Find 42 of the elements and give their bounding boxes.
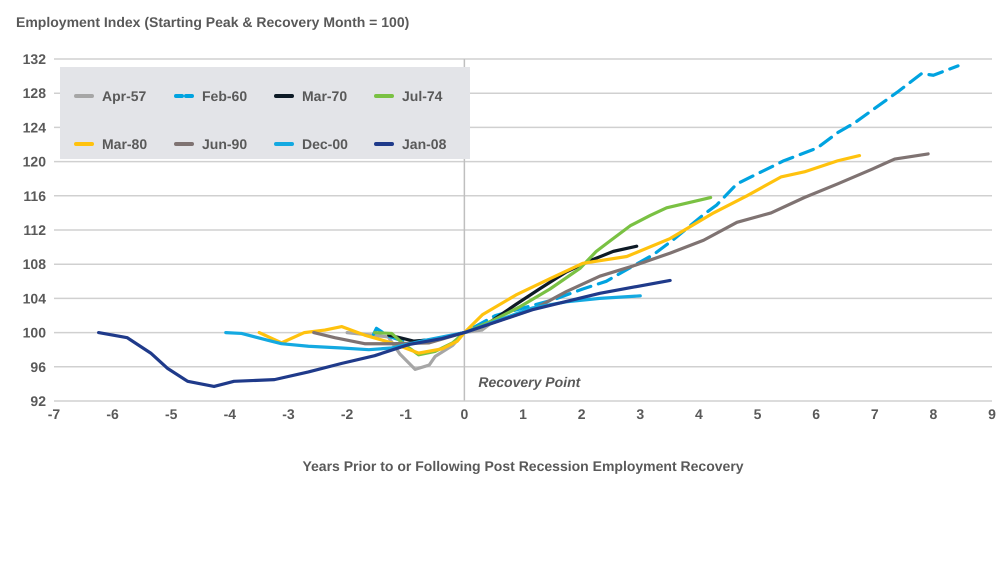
ref-line-label: Recovery Point: [478, 374, 582, 390]
x-tick-label: 5: [754, 406, 762, 422]
x-tick-label: -3: [282, 406, 295, 422]
y-tick-label: 104: [22, 290, 46, 306]
x-tick-label: 9: [988, 406, 996, 422]
x-tick-label: -4: [224, 406, 236, 422]
line-series: [258, 154, 862, 355]
y-tick-label: 100: [22, 324, 46, 341]
legend-label: Feb-60: [202, 88, 248, 104]
x-tick-label: -1: [400, 406, 412, 422]
y-tick-label: 108: [22, 256, 46, 272]
legend-label: Jan-08: [402, 136, 446, 152]
y-tick-label: 132: [22, 50, 46, 67]
y-tick-label: 120: [22, 154, 46, 170]
x-tick-label: 6: [812, 406, 820, 422]
x-tick-label: -2: [340, 406, 354, 422]
chart-title: Employment Index (Starting Peak & Recovery Month = 100): [16, 14, 410, 30]
y-tick-label: 128: [22, 85, 46, 102]
x-tick-label: 2: [578, 406, 586, 422]
x-tick-label: -5: [165, 406, 178, 422]
legend-label: Apr-57: [102, 88, 146, 104]
x-tick-label: 1: [519, 406, 528, 422]
x-tick-label: 4: [694, 406, 703, 422]
legend-label: Jun-90: [202, 136, 248, 152]
legend-label: Mar-70: [302, 88, 348, 104]
y-tick-label: 92: [30, 392, 46, 409]
legend-label: Mar-80: [102, 136, 148, 152]
x-tick-label: 0: [460, 406, 468, 422]
y-tick-label: 112: [23, 222, 46, 238]
x-tick-label: 3: [636, 406, 644, 422]
legend-label: Dec-00: [302, 136, 348, 152]
x-tick-label: 7: [870, 406, 879, 422]
x-tick-label: -7: [48, 406, 60, 422]
y-tick-label: 124: [22, 119, 46, 136]
x-tick-label: 8: [929, 406, 938, 422]
y-tick-label: 116: [23, 188, 46, 204]
x-axis-title: Years Prior to or Following Post Recession Employment Recovery: [302, 458, 744, 474]
line-series: [96, 278, 672, 388]
line-series: [372, 64, 960, 344]
y-tick-label: 96: [30, 358, 46, 375]
legend-label: Jul-74: [402, 88, 442, 104]
x-tick-label: -6: [106, 406, 120, 422]
